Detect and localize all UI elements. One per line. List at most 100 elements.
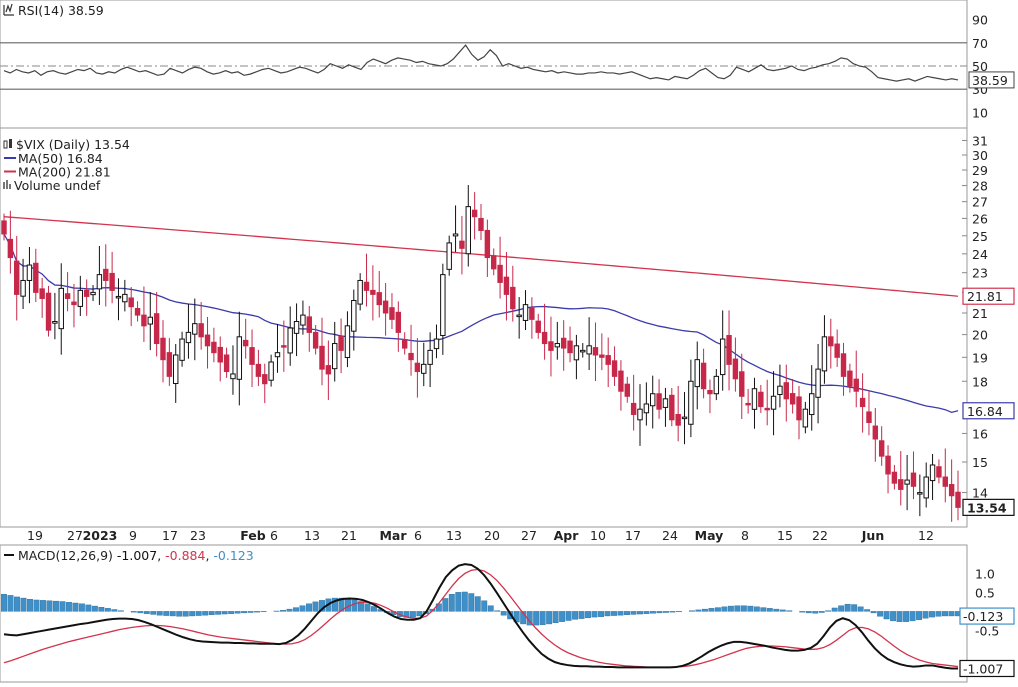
macd-histogram-bar — [456, 592, 461, 611]
candle-body — [746, 403, 750, 405]
candle-body — [479, 218, 483, 230]
ma50-value: 16.84 — [967, 404, 1003, 419]
candle-body — [778, 386, 782, 394]
candle-body — [333, 344, 337, 369]
macd-histogram-bar — [936, 611, 941, 616]
macd-histogram-bar — [86, 605, 91, 611]
macd-histogram-bar — [222, 611, 227, 614]
macd-histogram-bar — [300, 606, 305, 612]
candle-body — [956, 492, 960, 507]
macd-histogram-bar — [469, 593, 474, 611]
macd-histogram-bar — [73, 603, 78, 611]
candle-body — [104, 269, 108, 280]
macd-histogram-bar — [151, 611, 156, 614]
macd-histogram-bar — [910, 611, 915, 621]
macd-histogram-bar — [657, 611, 662, 613]
price-y-tick: 24 — [972, 247, 988, 262]
x-tick-label: Jun — [861, 528, 884, 543]
candle-body — [218, 347, 222, 362]
candle-body — [269, 362, 273, 380]
price-y-tick: 20 — [972, 328, 988, 343]
macd-histogram-bar — [787, 611, 792, 612]
macd-histogram-bar — [228, 611, 233, 613]
macd-histogram-bar — [241, 611, 246, 613]
macd-histogram-bar — [884, 611, 889, 619]
price-y-tick: 31 — [972, 133, 988, 148]
x-tick-label: Feb — [240, 528, 266, 543]
candle-body — [422, 364, 426, 373]
macd-histogram-bar — [754, 607, 759, 612]
macd-histogram-bar — [838, 606, 843, 612]
x-tick-label: 17 — [625, 528, 641, 543]
candle-body — [288, 328, 292, 353]
candle-body — [2, 221, 6, 234]
macd-histogram-bar — [196, 611, 201, 615]
candle-body — [34, 263, 38, 292]
candle-body — [199, 324, 203, 337]
macd-histogram-bar — [53, 601, 58, 611]
candle-body — [428, 350, 432, 364]
candle-body — [930, 465, 934, 481]
candle-body — [561, 338, 565, 348]
candle-body — [364, 282, 368, 290]
candle-body — [733, 359, 737, 379]
candle-body — [752, 389, 756, 410]
macd-histogram-bar — [709, 608, 714, 611]
candle-body — [320, 346, 324, 369]
macd-histogram-bar — [696, 610, 701, 612]
candle-body — [97, 275, 101, 289]
candle-body — [860, 398, 864, 406]
last-price: 13.54 — [967, 500, 1007, 515]
macd-histogram-bar — [287, 609, 292, 611]
macd-histogram-bar — [611, 611, 616, 615]
candle-body — [924, 477, 928, 498]
candle-body — [568, 341, 572, 353]
x-tick-label: 13 — [446, 528, 462, 543]
macd-histogram-bar — [540, 611, 545, 624]
candle-body — [918, 493, 922, 495]
candle-body — [294, 322, 298, 334]
candle-body — [282, 346, 286, 348]
macd-histogram-bar — [942, 611, 947, 616]
candle-body — [600, 355, 604, 357]
price-y-tick: 15 — [972, 455, 988, 470]
candle-body — [803, 409, 807, 427]
macd-histogram-bar — [176, 611, 181, 616]
candle-body — [892, 472, 896, 483]
macd-histogram-bar — [202, 611, 207, 615]
candle-body — [453, 234, 457, 236]
candle-body — [326, 366, 330, 374]
candle-body — [619, 371, 623, 391]
macd-histogram-bar — [410, 611, 415, 617]
macd-histogram-bar — [1, 594, 6, 611]
macd-histogram-bar — [60, 601, 65, 611]
candle-body — [275, 353, 279, 357]
candle-body — [867, 412, 871, 423]
price-y-tick: 27 — [972, 195, 988, 210]
candle-body — [84, 290, 88, 296]
macd-histogram-bar — [644, 611, 649, 613]
x-tick-label: 6 — [414, 528, 422, 543]
price-y-tick: 25 — [972, 229, 988, 244]
candle-body — [78, 290, 82, 306]
candle-body — [784, 383, 788, 399]
candle-body — [231, 374, 235, 379]
candle-body — [689, 381, 693, 424]
macd-histogram-bar — [618, 611, 623, 615]
candle-body — [15, 261, 19, 294]
macd-histogram-bar — [92, 606, 97, 611]
x-tick-label: 12 — [918, 528, 934, 543]
candle-body — [701, 363, 705, 388]
candle-body — [886, 456, 890, 474]
macd-histogram-bar — [280, 610, 285, 611]
price-title: $VIX (Daily) 13.54 — [16, 137, 130, 152]
macd-histogram-bar — [605, 611, 610, 616]
macd-histogram-bar — [877, 611, 882, 616]
macd-histogram-bar — [741, 606, 746, 612]
candle-body — [409, 353, 413, 359]
macd-histogram-bar — [449, 594, 454, 611]
macd-histogram-bar — [170, 611, 175, 616]
price-y-tick: 30 — [972, 148, 988, 163]
macd-value-label: -0.123 — [963, 609, 1003, 624]
ma200-value: 21.81 — [967, 289, 1003, 304]
